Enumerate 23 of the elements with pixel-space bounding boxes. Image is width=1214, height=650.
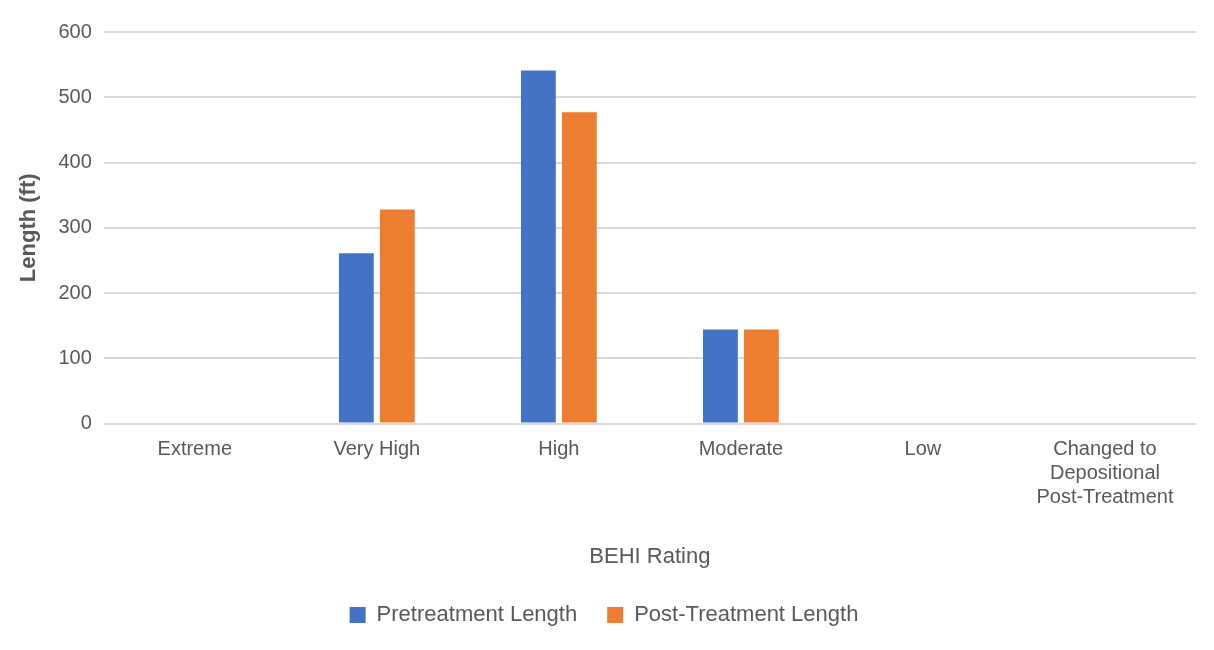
legend-label: Pretreatment Length [376,601,578,627]
x-tick-label: Low [904,437,942,460]
bar [520,70,556,423]
y-tick-label: 100 [58,345,92,368]
x-tick-label: Very High [333,437,421,460]
x-tick-label: Moderate [698,437,784,460]
bar [703,329,738,423]
x-tick-label: Changed to Depositional Post-Treatment [1036,437,1174,508]
y-tick-label: 500 [58,84,92,107]
bar [338,253,374,423]
bar [743,329,779,423]
x-axis-title: BEHI Rating [589,542,711,568]
y-tick-label: 200 [58,280,92,303]
legend-label: Post-Treatment Length [634,601,859,627]
y-axis-title: Length (ft) [15,173,41,283]
y-tick-label: 600 [58,19,92,42]
bar [561,112,597,423]
y-tick-label: 300 [58,215,92,238]
x-tick-label: High [538,437,580,460]
y-tick-label: 0 [80,411,92,434]
x-tick-label: Extreme [157,437,233,460]
y-tick-label: 400 [58,150,92,173]
bar [379,209,415,423]
